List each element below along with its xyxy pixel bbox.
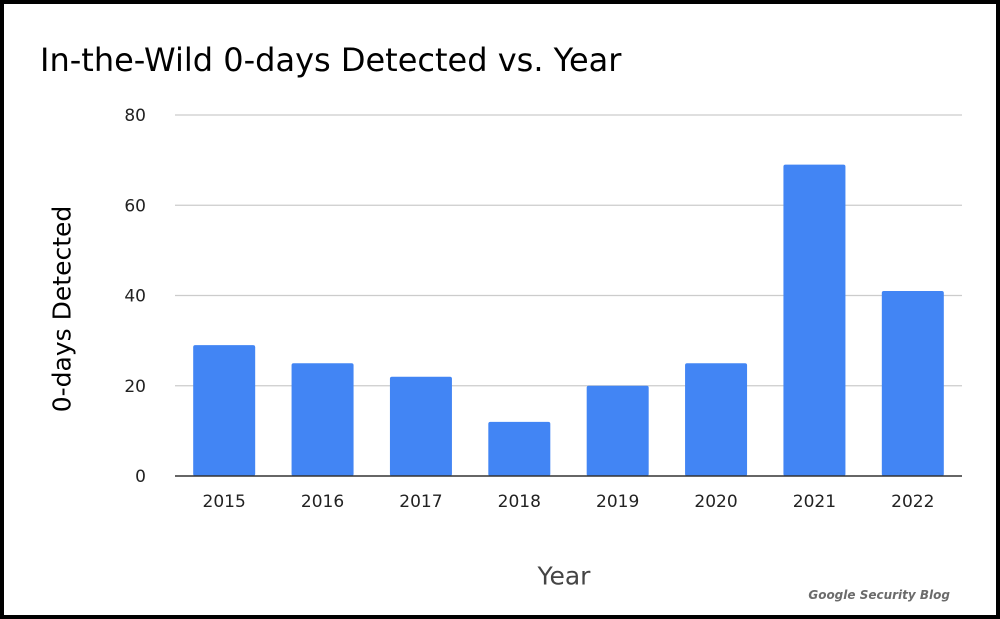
bar-2016 xyxy=(291,363,354,476)
y-tick-label: 80 xyxy=(124,106,146,126)
x-tick-label: 2022 xyxy=(891,492,934,512)
y-tick-label: 0 xyxy=(135,467,146,487)
chart-title: In-the-Wild 0-days Detected vs. Year xyxy=(40,41,622,79)
x-tick-label: 2020 xyxy=(694,492,737,512)
x-tick-label: 2018 xyxy=(498,492,541,512)
source-credit: Google Security Blog xyxy=(808,588,950,602)
y-tick-label: 40 xyxy=(124,287,146,307)
bar-2017 xyxy=(389,376,452,476)
bar-2015 xyxy=(193,345,256,476)
x-tick-label: 2016 xyxy=(301,492,344,512)
x-tick-label: 2017 xyxy=(399,492,442,512)
bar-2021 xyxy=(783,164,846,476)
x-tick-label: 2021 xyxy=(793,492,836,512)
bar-2018 xyxy=(488,421,551,476)
bar-2022 xyxy=(881,290,944,476)
y-tick-label: 60 xyxy=(124,196,146,216)
x-axis-label: Year xyxy=(537,561,591,591)
bar-2020 xyxy=(685,363,748,476)
y-tick-label: 20 xyxy=(124,377,146,397)
bar-2019 xyxy=(586,385,649,476)
x-tick-label: 2015 xyxy=(203,492,246,512)
x-tick-label: 2019 xyxy=(596,492,639,512)
